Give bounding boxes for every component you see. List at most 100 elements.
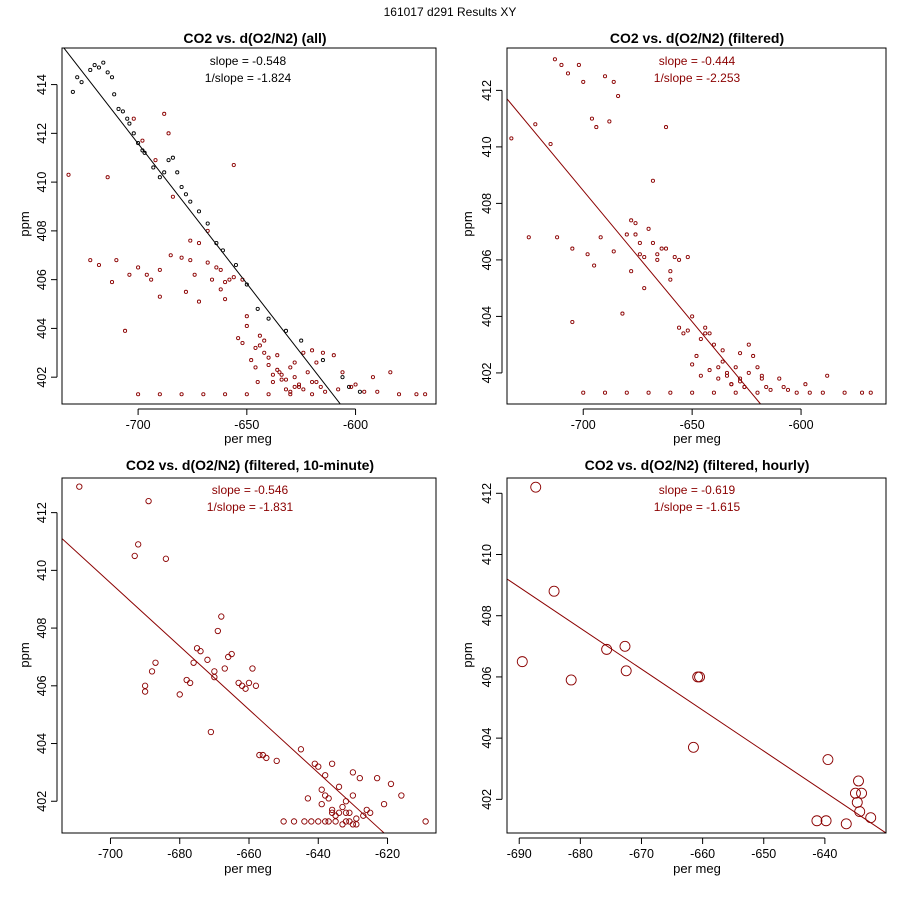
data-point [607, 119, 612, 124]
x-tick-label: -640 [812, 847, 837, 861]
data-point [141, 682, 149, 689]
data-point [259, 751, 266, 759]
data-point [75, 75, 80, 80]
data-point [240, 340, 245, 346]
data-point [323, 389, 328, 394]
data-point [205, 260, 210, 265]
data-point [633, 232, 638, 237]
data-point [245, 679, 253, 687]
data-point [859, 390, 865, 395]
data-point [738, 351, 743, 356]
x-axis-label: per meg [224, 431, 272, 446]
data-point [296, 384, 302, 389]
panel-co2-vs-o2n2-filtered: CO2 vs. d(O2/N2) (filtered) slope = -0.4… [460, 30, 887, 446]
data-point [297, 746, 305, 753]
data-point [598, 235, 603, 240]
data-point [252, 682, 260, 689]
data-point [328, 760, 336, 767]
x-tick-label: -640 [306, 847, 331, 861]
x-axis-label: per meg [224, 861, 272, 876]
data-point [349, 769, 357, 776]
data-point [585, 252, 590, 257]
data-point [565, 674, 577, 686]
data-point [764, 384, 769, 390]
data-point [88, 67, 93, 72]
data-point [192, 272, 197, 277]
data-point [707, 331, 712, 336]
data-point [223, 392, 228, 397]
scatter-points [509, 57, 873, 395]
data-point [127, 121, 132, 126]
data-point [360, 812, 367, 819]
data-point [135, 541, 142, 548]
inverse-slope-annotation: 1/slope = -2.253 [654, 71, 741, 85]
data-point [256, 751, 263, 759]
data-point [166, 158, 171, 163]
data-point [398, 792, 405, 799]
data-point [275, 353, 280, 358]
data-point [672, 255, 677, 260]
data-point [301, 350, 306, 355]
data-point [105, 175, 110, 180]
y-axis-label: ppm [17, 642, 32, 667]
data-point [357, 389, 362, 394]
data-point [190, 659, 197, 666]
data-point [759, 373, 764, 378]
data-point [205, 221, 210, 226]
data-point [207, 728, 215, 736]
panel-co2-vs-o2n2-all: CO2 vs. d(O2/N2) (all) slope = -0.548 1/… [17, 30, 437, 446]
data-point [218, 267, 223, 272]
data-point [96, 262, 102, 268]
data-point [677, 325, 682, 330]
data-point [257, 343, 262, 348]
y-tick-label: 404 [35, 733, 49, 754]
data-point [668, 269, 673, 274]
slope-annotation: slope = -0.619 [659, 483, 736, 497]
data-point [865, 812, 877, 824]
data-point [353, 382, 358, 387]
data-point [868, 390, 873, 395]
data-point [292, 375, 297, 380]
data-point [236, 336, 241, 341]
data-point [76, 483, 83, 490]
y-tick-label: 406 [480, 666, 494, 687]
data-point [266, 316, 271, 321]
data-point [280, 818, 287, 825]
data-point [168, 253, 173, 258]
data-point [88, 258, 93, 263]
data-point [162, 170, 167, 175]
data-point [176, 691, 183, 698]
data-point [315, 818, 322, 825]
data-point [698, 336, 703, 342]
data-point [353, 815, 360, 822]
data-point [277, 370, 282, 375]
data-point [616, 93, 621, 99]
data-point [283, 328, 289, 333]
data-point [526, 235, 531, 240]
data-point [101, 60, 106, 65]
data-point [144, 272, 149, 277]
data-point [332, 818, 339, 825]
plot-frame [506, 477, 887, 834]
data-point [204, 656, 211, 663]
data-point [840, 818, 852, 830]
data-point [231, 162, 236, 168]
data-point [388, 370, 393, 375]
x-axis-label: per meg [673, 431, 721, 446]
data-point [140, 138, 145, 143]
y-tick-label: 412 [480, 80, 494, 101]
data-point [152, 659, 159, 666]
slope-annotation: slope = -0.548 [210, 54, 287, 68]
x-tick-label: -700 [98, 847, 123, 861]
data-point [318, 384, 323, 389]
y-tick-label: 406 [35, 675, 49, 696]
data-point [685, 328, 690, 333]
data-point [79, 80, 84, 85]
data-point [153, 158, 158, 163]
data-point [690, 390, 695, 395]
data-point [349, 384, 354, 389]
data-point [423, 392, 428, 397]
panel-title: CO2 vs. d(O2/N2) (filtered) [610, 30, 784, 46]
data-point [707, 368, 712, 373]
data-point [308, 818, 315, 825]
